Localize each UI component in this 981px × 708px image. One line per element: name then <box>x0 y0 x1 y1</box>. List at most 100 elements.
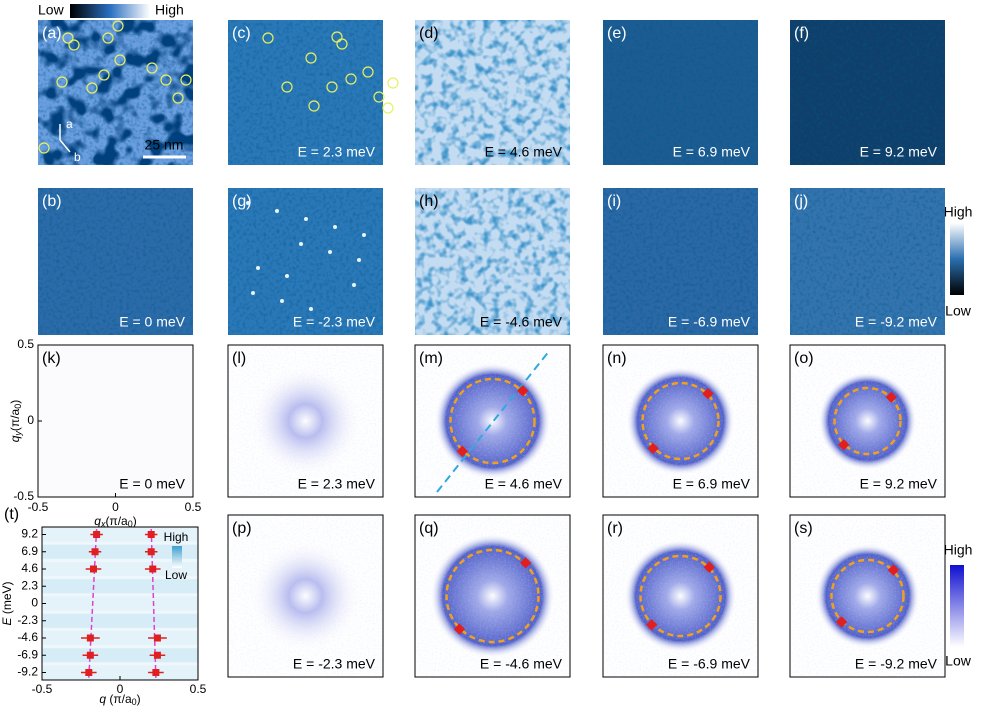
peak-marker <box>835 616 848 628</box>
peak-marker <box>887 564 900 576</box>
colorbar-low: Low <box>945 653 972 669</box>
panel: (l) E = 2.3 meV <box>227 344 384 498</box>
data-point <box>91 548 99 556</box>
colorbar-gradient <box>950 565 964 647</box>
bright-spot <box>299 242 303 246</box>
intensity-row <box>42 527 198 542</box>
y-tick-label: -6.9 <box>17 647 38 661</box>
panel-label: (j) <box>794 193 808 210</box>
energy-label: E = -2.3 meV <box>293 656 376 672</box>
stm-spots <box>38 20 193 165</box>
y-tick-label: 0 <box>31 596 38 610</box>
colorbar-low: Low <box>165 568 187 582</box>
energy-label: E = -9.2 meV <box>855 656 938 672</box>
y-axis-label-part: (meV) <box>0 581 14 617</box>
stm-texture <box>415 20 570 165</box>
y-axis-label-part: E <box>0 617 14 626</box>
y-axis-label-part: (π/a <box>8 408 22 431</box>
x-axis-label-part: (π/a <box>106 692 132 706</box>
colorbar-high: High <box>944 542 973 558</box>
defect-marker <box>38 142 50 154</box>
colorbar-high: High <box>944 204 973 220</box>
fit-ring <box>449 377 536 465</box>
data-point <box>86 634 94 642</box>
defect-marker <box>172 92 184 104</box>
panel-label: (b) <box>42 193 62 210</box>
y-tick-label: -4.6 <box>17 630 38 644</box>
fit-ring <box>445 548 540 644</box>
scale-bar-label: 25 nm <box>145 137 184 153</box>
panel-label: (f) <box>794 25 809 42</box>
bright-spot <box>357 258 361 262</box>
panel-label: (q) <box>419 520 439 537</box>
fft-texture <box>416 516 569 676</box>
energy-label: E = 9.2 meV <box>860 144 938 160</box>
y-axis-label-part: ) <box>8 400 22 404</box>
energy-label: E = 9.2 meV <box>860 476 938 492</box>
energy-label: E = 0 meV <box>119 314 185 330</box>
x-axis-label-part: x <box>100 519 106 529</box>
panel-label: (t) <box>4 506 19 523</box>
data-point <box>89 565 97 573</box>
fit-ring <box>830 558 905 634</box>
bright-spot <box>362 233 366 237</box>
energy-label: E = 2.3 meV <box>298 144 376 160</box>
defect-marker <box>56 76 68 88</box>
cut-line <box>436 349 551 493</box>
energy-label: E = 4.6 meV <box>485 144 563 160</box>
colorbar-low: Low <box>945 303 972 319</box>
panel-label: (h) <box>419 193 439 210</box>
defect-marker <box>281 81 293 93</box>
fft-texture <box>604 516 757 676</box>
colorbar-high: High <box>155 2 184 18</box>
fit-ring <box>641 381 720 461</box>
y-axis-label-part: q <box>8 435 22 442</box>
defect-marker <box>114 54 126 66</box>
bright-spot <box>304 217 308 221</box>
panel: (q) E = -4.6 meV <box>414 514 571 678</box>
colorbar-low: Low <box>38 2 65 18</box>
stm-texture <box>415 188 570 335</box>
peak-marker <box>703 561 715 573</box>
fft-texture <box>604 346 757 496</box>
peak-marker <box>519 557 532 569</box>
panel: (h) E = -4.6 meV <box>415 188 570 335</box>
intensity-row <box>42 613 198 628</box>
energy-label: E = -4.6 meV <box>480 314 563 330</box>
y-tick-label: -0.5 <box>13 489 34 503</box>
stm-texture <box>603 20 758 165</box>
bright-spot <box>256 266 260 270</box>
x-axis-label-part: ) <box>137 692 141 706</box>
data-point <box>147 548 155 556</box>
defect-marker <box>146 62 158 74</box>
data-point <box>153 634 161 642</box>
panel-label: (r) <box>607 520 623 537</box>
data-point <box>86 651 94 659</box>
bright-spot <box>246 201 250 205</box>
y-tick-label: 0.5 <box>17 337 34 351</box>
peak-marker <box>885 391 897 403</box>
defect-marker <box>345 73 357 85</box>
energy-label: E = -6.9 meV <box>668 314 751 330</box>
defect-marker <box>373 91 385 103</box>
panel-label: (s) <box>794 520 813 537</box>
fit-ring <box>833 386 902 456</box>
bright-spot <box>280 299 284 303</box>
stm-colorbar: High Low <box>944 204 973 319</box>
stm-texture <box>228 20 383 165</box>
x-axis-label-part: 0 <box>128 519 133 529</box>
fft-colorbar: High Low <box>944 542 973 669</box>
bright-spot <box>333 225 337 229</box>
defect-marker <box>331 31 343 43</box>
x-tick-label: -0.5 <box>28 500 49 514</box>
bright-spot <box>285 274 289 278</box>
y-axis-label-part: 0 <box>13 404 23 409</box>
bright-spot <box>309 307 313 311</box>
x-axis-label-part: q <box>99 692 106 706</box>
panel-label: (g) <box>232 193 252 210</box>
panel: (g) E = -2.3 meV <box>228 188 383 335</box>
panel-label: (i) <box>607 193 621 210</box>
defect-marker <box>326 81 338 93</box>
panel: (j) E = -9.2 meV <box>790 188 945 335</box>
